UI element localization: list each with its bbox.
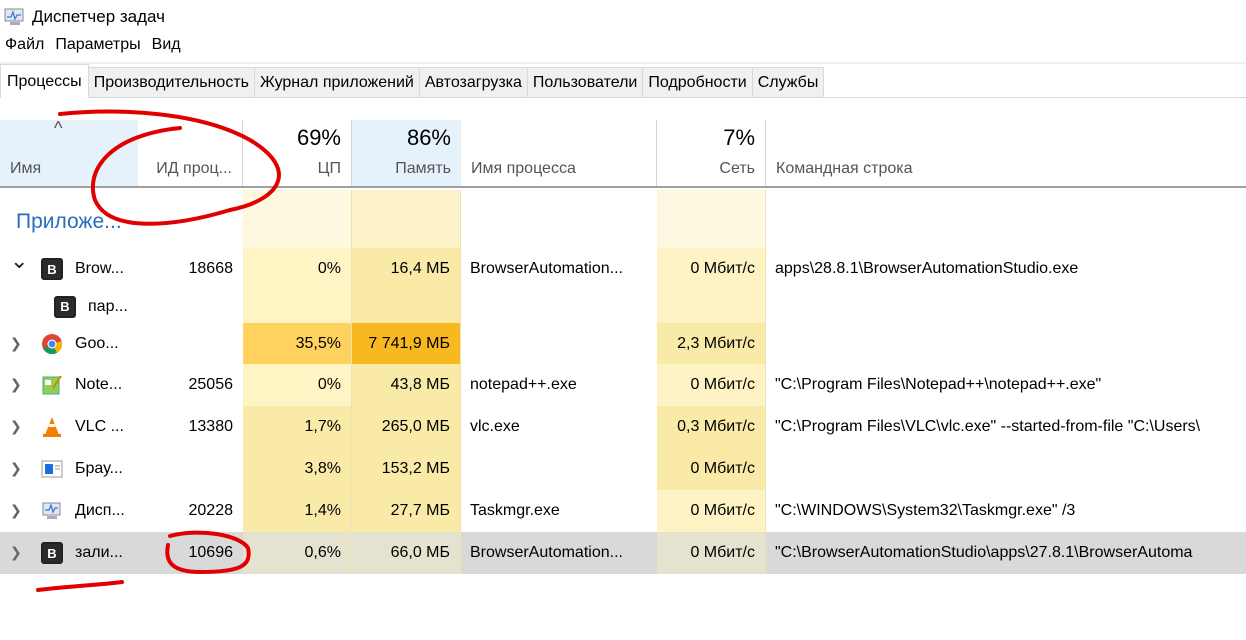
process-display-name: Note... — [75, 376, 123, 393]
chevron-right-icon[interactable]: ❯ — [10, 544, 22, 560]
process-row[interactable]: ❯ VLC ... 13380 1,7% 265,0 МБ vlc.exe 0,3 Мбит… — [0, 406, 1246, 448]
process-name-cell — [461, 290, 657, 323]
tab-performance[interactable]: Производительность — [87, 67, 255, 97]
cpu-cell: 1,4% — [243, 490, 352, 532]
tab-users[interactable]: Пользователи — [526, 67, 644, 97]
pid-cell — [138, 323, 243, 364]
command-line-cell — [766, 323, 1246, 364]
column-header: ^ Имя ИД проц... 69% ЦП 86% Память Имя про… — [0, 118, 1246, 188]
column-process-name[interactable]: Имя процесса — [461, 120, 657, 186]
process-display-name: Brow... — [75, 260, 124, 277]
column-command-line[interactable]: Командная строка — [776, 160, 913, 177]
tab-app-history[interactable]: Журнал приложений — [253, 67, 420, 97]
column-cpu[interactable]: 69% ЦП — [243, 120, 352, 186]
tab-processes[interactable]: Процессы — [0, 64, 89, 98]
command-line-cell — [766, 448, 1246, 490]
column-pid[interactable]: ИД проц... — [138, 120, 243, 186]
chevron-right-icon[interactable]: ❯ — [10, 502, 22, 518]
column-network[interactable]: 7% Сеть — [657, 120, 766, 186]
network-cell: 0 Мбит/с — [657, 248, 766, 290]
command-line-cell: "C:\BrowserAutomationStudio\apps\27.8.1\… — [775, 544, 1193, 561]
process-row[interactable]: ❯ Note... 25056 0% 43,8 МБ notepad++.exe 0 Мби… — [0, 364, 1246, 406]
column-memory[interactable]: 86% Память — [352, 120, 461, 186]
chevron-right-icon[interactable]: ❯ — [10, 376, 22, 392]
task-manager-icon — [4, 8, 24, 25]
column-name[interactable]: ^ Имя — [0, 118, 138, 186]
process-row[interactable]: ⌄ B Brow... 18668 0% 16,4 МБ BrowserAutomation… — [0, 248, 1246, 290]
process-name-cell: BrowserAutomation... — [470, 544, 623, 561]
pid-cell — [138, 448, 243, 490]
cpu-cell: 0,6% — [243, 532, 352, 574]
menu-view[interactable]: Вид — [151, 36, 181, 53]
process-name-cell: Taskmgr.exe — [470, 502, 560, 519]
pid-cell: 18668 — [188, 260, 234, 277]
memory-cell: 16,4 МБ — [352, 248, 461, 290]
process-row[interactable]: ❯ Goo... 35,5% 7 741,9 МБ 2,3 Мбит/с — [0, 323, 1246, 364]
group-header-apps[interactable]: Приложе... — [0, 190, 1246, 248]
tab-bar: Процессы Производительность Журнал прило… — [0, 62, 1246, 98]
cpu-cell: 1,7% — [243, 406, 352, 448]
memory-cell: 153,2 МБ — [352, 448, 461, 490]
command-line-cell: "C:\WINDOWS\System32\Taskmgr.exe" /3 — [775, 502, 1076, 519]
command-line-cell: "C:\Program Files\VLC\vlc.exe" --started… — [775, 418, 1201, 435]
window-title: Диспетчер задач — [32, 7, 165, 26]
process-row[interactable]: ❯ Дисп... 20228 1,4% 27,7 МБ Taskmgr.exe 0 Мби… — [0, 490, 1246, 532]
process-name-cell: BrowserAutomation... — [470, 260, 623, 277]
tab-details[interactable]: Подробности — [642, 67, 753, 97]
process-name-cell: notepad++.exe — [470, 376, 577, 393]
network-cell: 2,3 Мбит/с — [657, 323, 766, 364]
process-display-name: пар... — [88, 297, 128, 315]
cpu-cell: 3,8% — [243, 448, 352, 490]
title-bar: Диспетчер задач — [0, 0, 165, 34]
network-cell: 0 Мбит/с — [657, 490, 766, 532]
process-display-name: Брау... — [75, 460, 123, 477]
tab-services[interactable]: Службы — [751, 67, 825, 97]
chevron-right-icon[interactable]: ❯ — [10, 418, 22, 434]
pid-cell: 20228 — [188, 502, 234, 519]
memory-cell: 66,0 МБ — [352, 532, 461, 574]
memory-cell: 265,0 МБ — [352, 406, 461, 448]
process-display-name: Дисп... — [75, 502, 125, 519]
menu-bar: Файл Параметры Вид — [0, 36, 187, 60]
pid-cell: 25056 — [188, 376, 234, 393]
process-name-cell: vlc.exe — [470, 418, 520, 435]
process-display-name: зали... — [75, 544, 123, 561]
network-cell: 0 Мбит/с — [657, 448, 766, 490]
chevron-down-icon[interactable]: ⌄ — [10, 248, 29, 273]
process-row[interactable]: ❯ Брау... 3,8% 153,2 МБ 0 Мбит/с — [0, 448, 1246, 490]
network-cell: 0 Мбит/с — [657, 532, 766, 574]
command-line-cell: "C:\Program Files\Notepad++\notepad++.ex… — [775, 376, 1102, 393]
memory-cell: 43,8 МБ — [352, 364, 461, 406]
process-display-name: VLC ... — [75, 418, 124, 435]
tab-startup[interactable]: Автозагрузка — [418, 67, 528, 97]
cpu-cell: 0% — [243, 248, 352, 290]
cpu-cell — [243, 290, 352, 323]
group-title: Приложе... — [16, 210, 122, 233]
network-cell: 0,3 Мбит/с — [657, 406, 766, 448]
chevron-right-icon[interactable]: ❯ — [10, 335, 22, 351]
chevron-right-icon[interactable]: ❯ — [10, 460, 22, 476]
sort-ascending-icon: ^ — [54, 118, 63, 138]
memory-cell: 27,7 МБ — [352, 490, 461, 532]
process-display-name: Goo... — [75, 334, 119, 352]
command-line-cell — [766, 290, 1246, 323]
network-cell: 0 Мбит/с — [657, 364, 766, 406]
process-name-cell — [461, 323, 657, 364]
memory-cell — [352, 290, 461, 323]
menu-options[interactable]: Параметры — [55, 36, 141, 53]
menu-file[interactable]: Файл — [5, 36, 45, 53]
cpu-cell: 35,5% — [243, 323, 352, 364]
cpu-cell: 0% — [243, 364, 352, 406]
network-cell — [657, 290, 766, 323]
pid-cell: 13380 — [188, 418, 234, 435]
process-name-cell — [461, 448, 657, 490]
pid-cell: 10696 — [188, 544, 234, 561]
pid-cell — [138, 290, 243, 323]
command-line-cell: apps\28.8.1\BrowserAutomationStudio.exe — [775, 260, 1079, 277]
memory-cell: 7 741,9 МБ — [352, 323, 461, 364]
